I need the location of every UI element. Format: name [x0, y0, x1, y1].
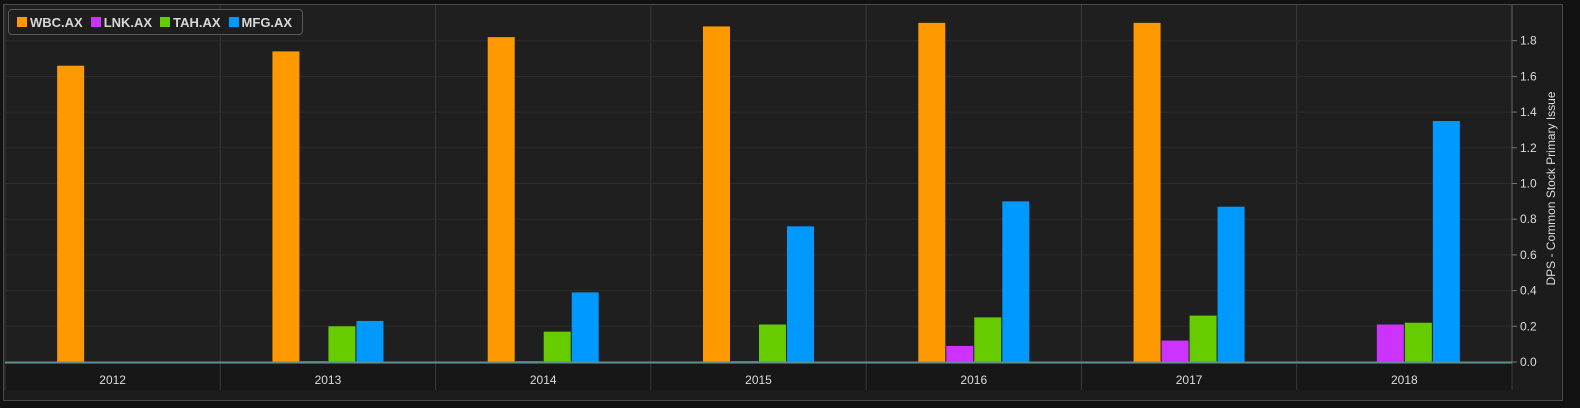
bar-lnk-ax-2017[interactable]	[1161, 340, 1189, 362]
bar-mfg-ax-2014[interactable]	[571, 292, 599, 362]
y-tick-label: 0.4	[1520, 284, 1537, 298]
x-axis-band	[5, 364, 1512, 390]
gridlines	[4, 5, 1513, 367]
legend-swatch	[17, 17, 27, 27]
legend-swatch	[160, 17, 171, 27]
bar-wbc-ax-2014[interactable]	[487, 37, 515, 362]
y-tick-label: 1.6	[1520, 69, 1537, 83]
x-tick-label: 2015	[745, 373, 772, 387]
bar-tah-ax-2014[interactable]	[543, 331, 571, 362]
legend-item-tah-ax[interactable]: TAH.AX	[160, 14, 221, 30]
legend-label: WBC.AX	[30, 14, 83, 30]
bar-mfg-ax-2015[interactable]	[787, 226, 814, 362]
bar-mfg-ax-2018[interactable]	[1432, 121, 1460, 363]
axes: 0.0 0.2 0.4 0.6 0.8 1.0 1.2 1.4 1.6 1.8 DPS - Comm…	[4, 5, 1558, 390]
legend-item-lnk-ax[interactable]: LNK.AX	[90, 14, 153, 30]
bar-mfg-ax-2016[interactable]	[1002, 201, 1030, 362]
y-tick-label: 0.8	[1520, 212, 1537, 226]
bar-wbc-ax-2015[interactable]	[703, 26, 730, 362]
bar-wbc-ax-2012[interactable]	[57, 65, 85, 362]
legend-label: TAH.AX	[173, 14, 221, 30]
legend-label: LNK.AX	[103, 14, 153, 30]
bar-tah-ax-2017[interactable]	[1189, 315, 1217, 362]
y-tick-label: 1.4	[1520, 105, 1537, 119]
legend: WBC.AX LNK.AX TAH.AX MFG.AX	[8, 9, 304, 35]
y-tick-label: 0.6	[1520, 248, 1537, 262]
y-tick-label: 1.0	[1520, 177, 1537, 191]
legend-item-mfg-ax[interactable]: MFG.AX	[228, 14, 293, 30]
bar-tah-ax-2016[interactable]	[974, 317, 1002, 362]
x-tick-label: 2017	[1176, 373, 1203, 387]
bar-tah-ax-2013[interactable]	[328, 326, 356, 362]
bar-lnk-ax-2016[interactable]	[946, 345, 974, 362]
bar-wbc-ax-2013[interactable]	[272, 51, 300, 362]
x-tick-label: 2013	[315, 373, 342, 387]
bar-lnk-ax-2018[interactable]	[1376, 324, 1404, 362]
x-tick-label: 2016	[960, 373, 987, 387]
x-tick-label: 2012	[99, 373, 126, 387]
legend-swatch	[228, 17, 239, 27]
y-tick-label: 0.0	[1520, 355, 1537, 369]
legend-swatch	[90, 17, 101, 27]
bar-wbc-ax-2016[interactable]	[918, 22, 946, 362]
bar-tah-ax-2015[interactable]	[759, 324, 786, 362]
x-tick-label: 2014	[530, 373, 557, 387]
y-axis-title: DPS - Common Stock Primary Issue	[1544, 91, 1558, 285]
y-tick-label: 1.2	[1520, 141, 1537, 155]
bar-mfg-ax-2017[interactable]	[1217, 206, 1245, 362]
bar-wbc-ax-2017[interactable]	[1133, 22, 1161, 362]
x-tick-label: 2018	[1391, 373, 1418, 387]
bar-tah-ax-2018[interactable]	[1404, 322, 1432, 362]
y-tick-label: 1.8	[1520, 34, 1537, 48]
bar-mfg-ax-2013[interactable]	[356, 320, 384, 362]
legend-label: MFG.AX	[241, 14, 293, 30]
bars	[57, 22, 1460, 363]
y-tick-label: 0.2	[1520, 319, 1537, 333]
legend-item-wbc-ax[interactable]: WBC.AX	[17, 15, 83, 30]
